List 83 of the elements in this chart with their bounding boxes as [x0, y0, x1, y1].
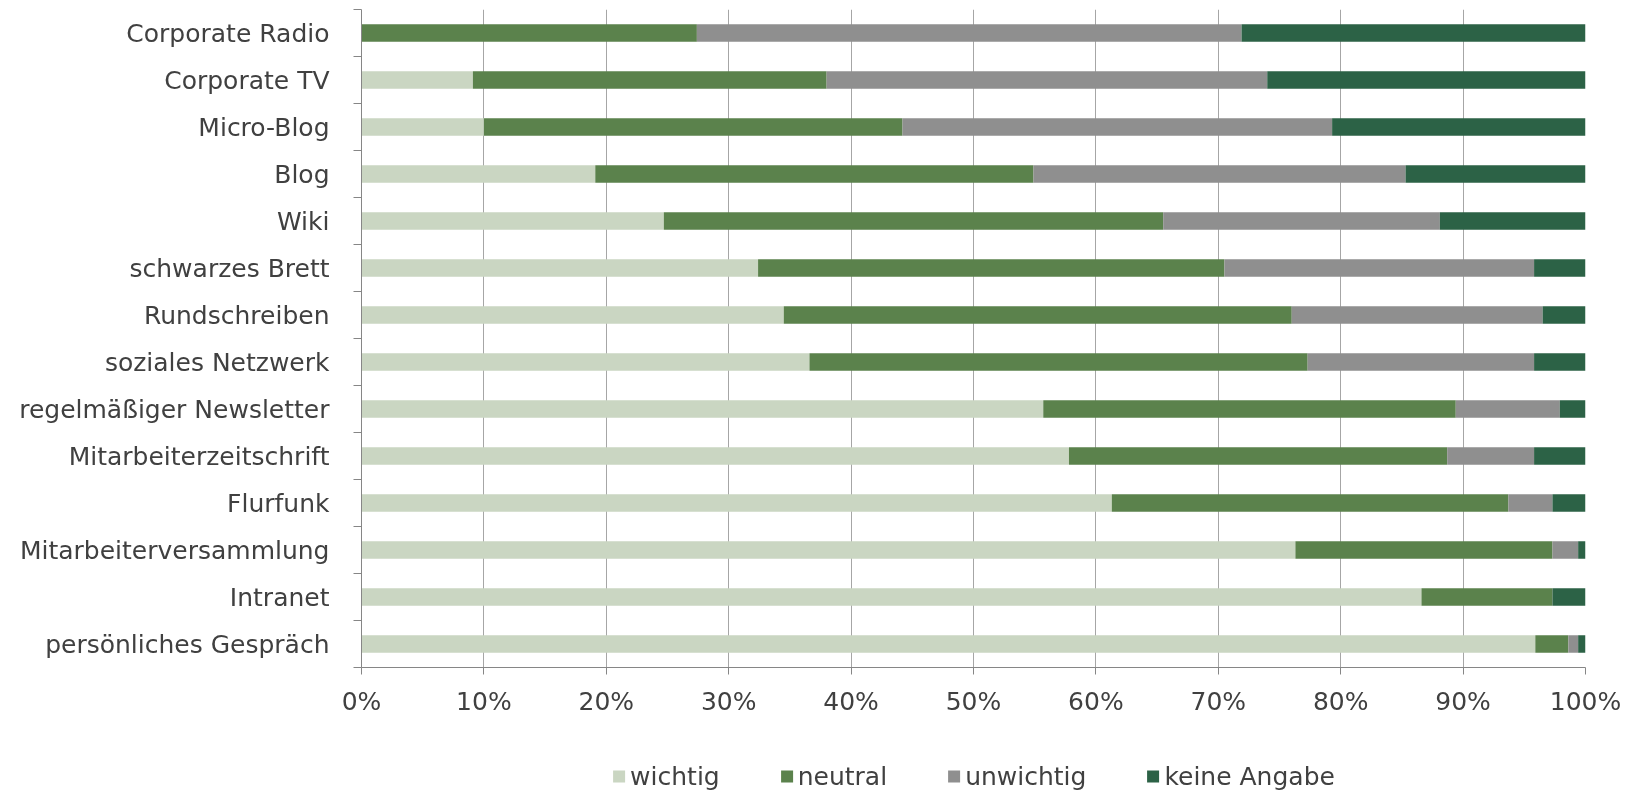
y-tick-label: regelmäßiger Newsletter — [19, 394, 331, 424]
bar — [1534, 259, 1586, 277]
bar — [1033, 165, 1406, 183]
bar — [1578, 635, 1586, 653]
legend-label: wichtig — [630, 761, 720, 791]
bar — [361, 400, 1044, 418]
bar — [663, 212, 1164, 230]
x-tick-label: 30% — [700, 686, 757, 716]
bar — [1111, 494, 1509, 512]
bar — [826, 71, 1268, 89]
x-tick-label: 100% — [1549, 686, 1622, 716]
bar — [595, 165, 1034, 183]
bar — [361, 24, 697, 42]
bar — [696, 24, 1242, 42]
x-tick-label: 70% — [1190, 686, 1247, 716]
bar — [902, 118, 1333, 136]
bar — [1552, 588, 1586, 606]
bar — [1447, 447, 1535, 465]
bar — [1224, 259, 1535, 277]
y-tick-label: Rundschreiben — [143, 300, 330, 330]
x-tick-label: 40% — [823, 686, 879, 716]
x-tick-label: 10% — [456, 686, 512, 716]
bar — [361, 447, 1069, 465]
bar — [361, 494, 1112, 512]
bar — [1241, 24, 1586, 42]
bar — [1542, 306, 1586, 324]
x-tick-label: 90% — [1435, 686, 1491, 716]
bar — [483, 118, 903, 136]
legend-label: neutral — [797, 761, 888, 791]
bar — [361, 165, 596, 183]
bar — [361, 259, 759, 277]
legend-label: keine Angabe — [1164, 761, 1335, 791]
bar — [361, 212, 664, 230]
y-tick-label: Corporate Radio — [126, 18, 330, 48]
y-tick-label: Flurfunk — [227, 488, 331, 518]
bar — [1534, 353, 1586, 371]
bar — [783, 306, 1292, 324]
bar — [1578, 541, 1586, 559]
y-tick-label: Blog — [274, 159, 330, 189]
bar — [1068, 447, 1448, 465]
bar — [1295, 541, 1553, 559]
bar — [1568, 635, 1579, 653]
bar — [361, 588, 1422, 606]
bar — [1534, 447, 1586, 465]
x-tick-label: 0% — [341, 686, 382, 716]
bar — [361, 635, 1536, 653]
bar — [1332, 118, 1586, 136]
bar — [1421, 588, 1553, 606]
y-tick-label: persönliches Gespräch — [45, 629, 330, 659]
bar — [361, 541, 1296, 559]
bar — [361, 353, 810, 371]
x-tick-label: 50% — [945, 686, 1002, 716]
bar — [1508, 494, 1553, 512]
bar — [1405, 165, 1586, 183]
bar — [1439, 212, 1586, 230]
y-tick-label: Corporate TV — [164, 65, 330, 95]
bar — [809, 353, 1308, 371]
y-tick-label: Micro-Blog — [198, 112, 330, 142]
bar — [361, 71, 473, 89]
y-tick-label: schwarzes Brett — [129, 253, 330, 283]
y-tick-label: Mitarbeiterversammlung — [19, 535, 330, 565]
bar — [361, 118, 484, 136]
bar — [1552, 541, 1579, 559]
bar — [1267, 71, 1586, 89]
y-tick-label: soziales Netzwerk — [104, 347, 331, 377]
y-tick-label: Intranet — [229, 582, 330, 612]
bar — [1552, 494, 1586, 512]
bar — [361, 306, 784, 324]
y-tick-label: Wiki — [276, 206, 330, 236]
bar — [758, 259, 1225, 277]
x-tick-label: 80% — [1312, 686, 1369, 716]
bar — [1559, 400, 1586, 418]
bar — [1455, 400, 1560, 418]
bar — [1535, 635, 1569, 653]
bar — [1163, 212, 1440, 230]
bar — [472, 71, 827, 89]
x-tick-label: 20% — [578, 686, 635, 716]
bar — [1307, 353, 1535, 371]
x-tick-label: 60% — [1068, 686, 1124, 716]
y-tick-label: Mitarbeiterzeitschrift — [68, 441, 330, 471]
bar — [1291, 306, 1543, 324]
bar — [1043, 400, 1456, 418]
legend-label: unwichtig — [965, 761, 1087, 791]
